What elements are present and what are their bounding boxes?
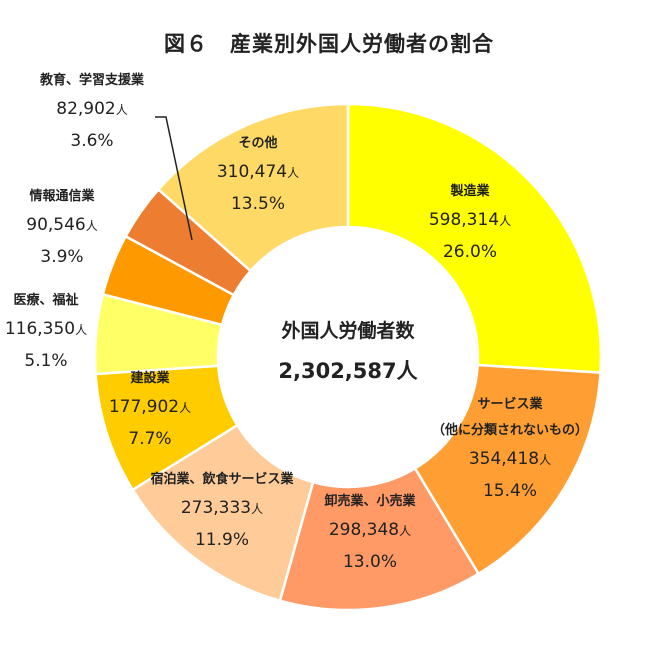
slice-label-1: 製造業 bbox=[449, 183, 490, 199]
slice-sublabel-2: （他に分類されないもの） bbox=[432, 422, 588, 438]
slice-label-8: 教育、学習支援業 bbox=[39, 72, 145, 88]
slice-percent-5: 7.7% bbox=[128, 429, 171, 449]
slice-percent-4: 11.9% bbox=[195, 530, 249, 550]
slice-value-2: 354,418人 bbox=[469, 449, 551, 469]
slice-value-unit-3: 人 bbox=[399, 524, 411, 538]
slice-percent-3: 13.0% bbox=[343, 552, 397, 572]
slice-label-9: その他 bbox=[238, 135, 277, 151]
donut-slice-9 bbox=[156, 102, 350, 273]
slice-percent-6: 5.1% bbox=[24, 351, 67, 371]
slice-percent-2: 15.4% bbox=[483, 481, 537, 501]
slice-value-4: 273,333人 bbox=[181, 498, 263, 518]
slice-value-unit-2: 人 bbox=[539, 453, 551, 467]
slice-value-unit-4: 人 bbox=[251, 502, 263, 516]
slice-label-6: 医療、福祉 bbox=[13, 292, 78, 308]
slice-value-3: 298,348人 bbox=[329, 520, 411, 540]
leader-line bbox=[155, 116, 193, 241]
slice-value-5: 177,902人 bbox=[109, 397, 191, 417]
slice-value-unit-8: 人 bbox=[116, 103, 128, 117]
chart-title: 図６ 産業別外国人労働者の割合 bbox=[164, 32, 494, 56]
slice-percent-7: 3.9% bbox=[40, 247, 83, 267]
slice-value-unit-9: 人 bbox=[287, 166, 299, 180]
slice-value-unit-1: 人 bbox=[499, 214, 511, 228]
slice-label-7: 情報通信業 bbox=[29, 188, 95, 204]
donut-slice-1 bbox=[346, 102, 603, 374]
slice-value-unit-7: 人 bbox=[86, 219, 98, 233]
slice-percent-1: 26.0% bbox=[443, 242, 497, 262]
slice-value-8: 82,902人 bbox=[56, 99, 128, 119]
slice-percent-8: 3.6% bbox=[70, 131, 113, 151]
donut-slice-2 bbox=[413, 363, 602, 576]
slice-value-unit-6: 人 bbox=[75, 323, 87, 337]
center-total: 2,302,587人 bbox=[278, 359, 417, 383]
slice-value-6: 116,350人 bbox=[5, 319, 87, 339]
slice-percent-9: 13.5% bbox=[231, 194, 285, 214]
slice-value-unit-5: 人 bbox=[179, 401, 191, 415]
slice-value-7: 90,546人 bbox=[26, 215, 98, 235]
slice-label-3: 卸売業、小売業 bbox=[324, 493, 416, 509]
center-label: 外国人労働者数 bbox=[281, 319, 415, 342]
slice-label-4: 宿泊業、飲食サービス業 bbox=[150, 471, 294, 487]
slice-label-2: サービス業 bbox=[477, 396, 543, 412]
slice-value-9: 310,474人 bbox=[217, 162, 299, 182]
slice-label-5: 建設業 bbox=[130, 370, 170, 386]
slice-value-1: 598,314人 bbox=[429, 210, 511, 230]
